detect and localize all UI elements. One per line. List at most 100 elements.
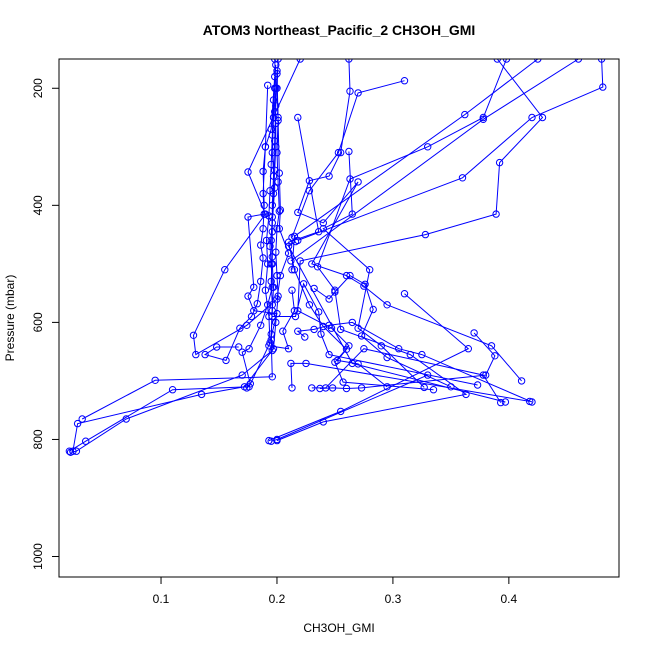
- x-tick-label: 0.4: [501, 592, 518, 606]
- y-axis: 200 400 600 800 1000: [31, 78, 59, 570]
- data-point: [266, 242, 274, 251]
- data-point: [357, 384, 366, 392]
- data-point: [346, 271, 354, 280]
- series-line: [322, 151, 425, 388]
- data-point: [517, 377, 526, 385]
- profile-series: [267, 371, 432, 445]
- data-point: [291, 237, 300, 246]
- data-point: [276, 206, 285, 214]
- series-line: [297, 59, 522, 382]
- data-point: [377, 342, 385, 350]
- data-point: [491, 352, 499, 360]
- data-point: [259, 167, 267, 176]
- data-point: [279, 327, 287, 335]
- data-point: [447, 383, 455, 391]
- data-point: [495, 158, 504, 167]
- data-point: [346, 175, 354, 183]
- data-point: [345, 342, 353, 350]
- data-point: [354, 89, 362, 97]
- data-point: [257, 241, 265, 249]
- series-line: [203, 76, 276, 361]
- data-point: [267, 125, 275, 133]
- data-point: [257, 277, 265, 286]
- data-point: [296, 59, 304, 63]
- data-point: [235, 343, 243, 351]
- data-point: [168, 386, 177, 394]
- data-point: [271, 84, 279, 93]
- data-point: [470, 329, 478, 337]
- data-point: [337, 325, 345, 334]
- data-point: [462, 390, 470, 399]
- profile-series: [268, 280, 482, 389]
- y-tick-label: 400: [31, 195, 45, 215]
- data-point: [222, 356, 230, 365]
- chart-title: ATOM3 Northeast_Pacific_2 CH3OH_GMI: [203, 22, 476, 38]
- data-point: [284, 238, 293, 246]
- profile-series: [319, 147, 428, 392]
- data-point: [319, 225, 327, 233]
- data-point: [400, 290, 409, 298]
- data-point: [244, 292, 252, 300]
- y-tick-label: 200: [31, 78, 45, 98]
- data-point: [259, 189, 267, 198]
- series-line: [192, 59, 301, 356]
- data-point: [197, 390, 206, 399]
- data-point: [493, 59, 501, 63]
- series-line: [291, 59, 539, 270]
- data-point: [268, 373, 276, 381]
- series-line: [72, 59, 280, 452]
- data-point: [334, 148, 343, 157]
- data-point: [333, 356, 341, 365]
- data-point: [310, 325, 318, 334]
- profile-series: [294, 59, 547, 394]
- data-point: [534, 59, 542, 63]
- data-point: [268, 301, 276, 309]
- data-point: [315, 308, 323, 316]
- data-point: [302, 359, 310, 368]
- y-axis-label: Pressure (mbar): [3, 275, 17, 362]
- data-point: [65, 447, 74, 455]
- data-point: [331, 358, 339, 366]
- data-point: [275, 207, 283, 215]
- data-point: [253, 300, 261, 308]
- data-point: [301, 333, 309, 341]
- y-tick-label: 600: [31, 312, 45, 332]
- data-point: [597, 59, 606, 63]
- data-point: [342, 384, 351, 393]
- profile-series: [78, 67, 281, 423]
- data-point: [271, 184, 279, 192]
- series-line: [319, 332, 496, 390]
- data-point: [73, 419, 82, 428]
- data-point: [201, 350, 209, 359]
- data-point: [274, 178, 282, 186]
- data-point: [268, 253, 276, 261]
- profile-series: [294, 59, 526, 385]
- x-tick-label: 0.2: [269, 592, 286, 606]
- data-point: [268, 201, 276, 210]
- series-line: [272, 282, 478, 386]
- data-point: [271, 72, 279, 81]
- profile-series: [238, 84, 279, 392]
- data-point: [268, 148, 276, 157]
- profile-series: [265, 290, 472, 445]
- data-point: [262, 236, 271, 245]
- data-point: [78, 415, 86, 423]
- series-line: [297, 59, 604, 241]
- data-point: [502, 59, 511, 63]
- data-point: [288, 384, 296, 392]
- data-point: [319, 219, 327, 227]
- data-point: [313, 263, 322, 271]
- y-tick-label: 800: [31, 429, 45, 449]
- data-point: [221, 266, 229, 274]
- data-point: [271, 137, 279, 145]
- data-point: [268, 312, 276, 321]
- series-line: [81, 70, 278, 420]
- data-point: [339, 378, 347, 386]
- data-point: [479, 371, 487, 379]
- series-line: [287, 241, 506, 403]
- data-point: [259, 254, 267, 262]
- data-point: [192, 350, 200, 359]
- data-point: [429, 386, 438, 394]
- data-point: [337, 148, 345, 157]
- data-point: [322, 384, 330, 392]
